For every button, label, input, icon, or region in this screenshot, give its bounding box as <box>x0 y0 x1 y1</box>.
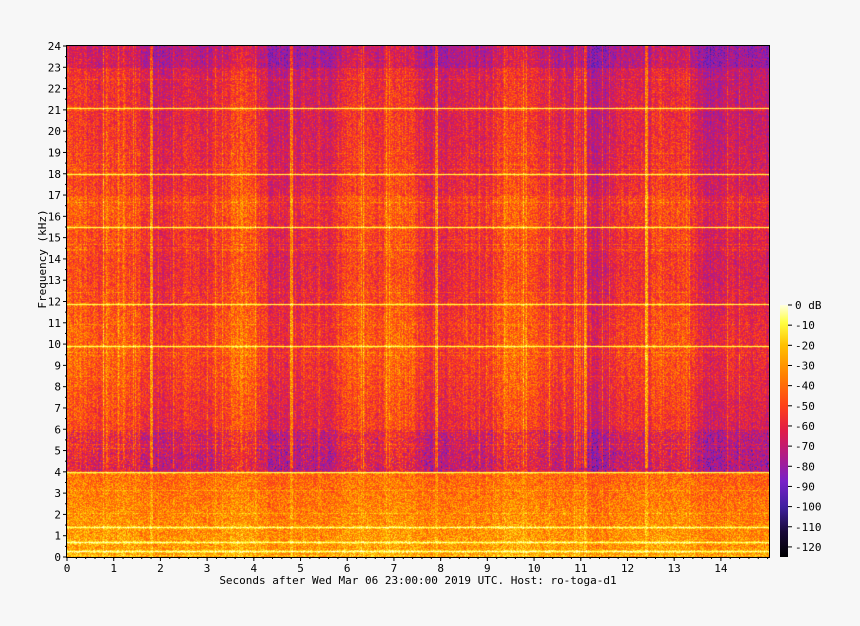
colorbar-tick-label: -60 <box>795 420 815 433</box>
colorbar <box>780 305 788 557</box>
y-tick-label: 5 <box>54 445 61 458</box>
x-tick-label: 14 <box>714 562 728 575</box>
y-tick-label: 23 <box>48 61 61 74</box>
y-tick-label: 0 <box>54 551 61 564</box>
x-tick-label: 10 <box>527 562 540 575</box>
colorbar-tick-label: -40 <box>795 380 815 393</box>
colorbar-tick-label: -30 <box>795 359 815 372</box>
y-tick-label: 8 <box>54 381 61 394</box>
x-tick-label: 12 <box>621 562 634 575</box>
x-axis-title: Seconds after Wed Mar 06 23:00:00 2019 U… <box>219 574 616 587</box>
x-axis: 0 1 2 3 4 5 6 7 8 9 10 11 12 13 14 <box>64 557 769 575</box>
colorbar-tick-label: 0 dB <box>795 299 822 312</box>
colorbar-tick-label: -120 <box>795 541 822 554</box>
x-tick-label: 13 <box>668 562 681 575</box>
x-tick-label: 11 <box>574 562 587 575</box>
y-tick-label: 2 <box>54 508 61 521</box>
colorbar-tick-label: -10 <box>795 319 815 332</box>
colorbar-tick-label: -90 <box>795 480 815 493</box>
y-tick-label: 4 <box>54 466 61 479</box>
y-tick-label: 20 <box>48 125 61 138</box>
spectrogram-heatmap <box>67 46 769 557</box>
colorbar-tick-label: -100 <box>795 501 822 514</box>
y-tick-label: 16 <box>48 210 61 223</box>
colorbar-tick-label: -70 <box>795 440 815 453</box>
y-tick-label: 3 <box>54 487 61 500</box>
y-tick-label: 9 <box>54 359 61 372</box>
y-axis-title: Frequency (kHz) <box>36 209 49 308</box>
colorbar-tick-label: -20 <box>795 339 815 352</box>
x-tick-label: 0 <box>64 562 71 575</box>
y-tick-label: 13 <box>48 274 61 287</box>
x-tick-label: 1 <box>110 562 117 575</box>
colorbar-tick-label: -80 <box>795 460 815 473</box>
y-tick-label: 19 <box>48 146 61 159</box>
x-tick-label: 4 <box>251 562 258 575</box>
y-tick-label: 24 <box>48 40 62 53</box>
y-tick-label: 6 <box>54 423 61 436</box>
y-tick-label: 15 <box>48 232 61 245</box>
y-tick-label: 7 <box>54 402 61 415</box>
x-tick-label: 8 <box>437 562 444 575</box>
x-tick-label: 2 <box>157 562 164 575</box>
y-tick-label: 18 <box>48 168 61 181</box>
y-tick-label: 1 <box>54 530 61 543</box>
y-tick-label: 10 <box>48 338 61 351</box>
colorbar-tick-label: -50 <box>795 400 815 413</box>
x-tick-label: 7 <box>391 562 398 575</box>
x-tick-label: 3 <box>204 562 211 575</box>
y-tick-label: 14 <box>48 253 62 266</box>
colorbar-tick-label: -110 <box>795 521 822 534</box>
y-tick-label: 21 <box>48 104 61 117</box>
colorbar-ticks: 0 dB -10 -20 -30 -40 -50 -60 -70 -80 -90 -100 -110 -… <box>788 299 822 554</box>
y-tick-label: 11 <box>48 317 61 330</box>
y-tick-label: 12 <box>48 296 61 309</box>
x-tick-label: 9 <box>484 562 491 575</box>
y-tick-label: 17 <box>48 189 61 202</box>
x-tick-label: 6 <box>344 562 351 575</box>
y-tick-label: 22 <box>48 83 61 96</box>
x-tick-label: 5 <box>297 562 304 575</box>
